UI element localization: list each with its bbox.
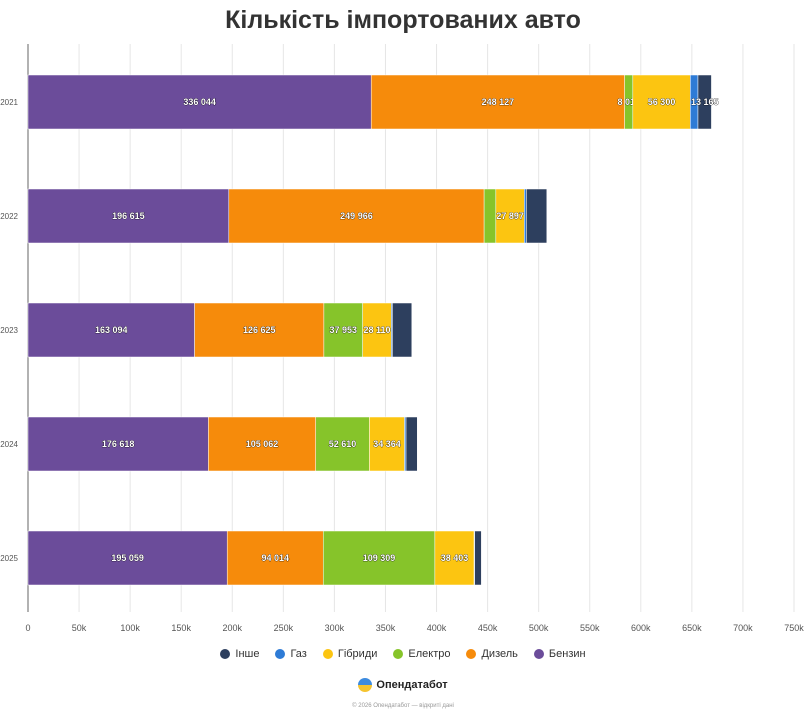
bar-segment xyxy=(27,302,195,358)
legend-label: Гібриди xyxy=(337,648,378,660)
chart-title: Кількість імпортованих авто xyxy=(225,6,581,34)
x-tick-label: 50k xyxy=(72,623,87,633)
bar-segment xyxy=(495,188,525,244)
bar-segment xyxy=(526,188,548,244)
category-label: 2023 xyxy=(0,326,18,335)
x-tick-label: 200k xyxy=(223,623,243,633)
data-label: 126 625 xyxy=(243,325,276,335)
data-label: 38 403 xyxy=(441,553,469,563)
data-label: 8 017 xyxy=(617,97,640,107)
legend-dot-icon xyxy=(533,649,544,659)
x-tick-label: 0 xyxy=(25,623,30,633)
legend-item[interactable]: Дизель xyxy=(466,648,518,660)
legend-item[interactable]: Інше xyxy=(220,648,259,660)
bar-segment xyxy=(315,416,370,472)
data-label: 109 309 xyxy=(363,553,396,563)
x-tick-label: 650k xyxy=(682,623,702,633)
data-label: 13 165 xyxy=(691,97,719,107)
legend-dot-icon xyxy=(275,649,286,659)
data-label: 56 300 xyxy=(648,97,676,107)
brand-name: Опендатабот xyxy=(376,679,448,691)
bar-segment xyxy=(524,188,527,244)
bar-segment xyxy=(208,416,316,472)
data-label: 37 953 xyxy=(330,325,358,335)
opendatabot-logo-icon xyxy=(358,678,373,692)
bar-segment xyxy=(434,530,475,586)
legend-item[interactable]: Газ xyxy=(275,648,307,660)
bar-segment xyxy=(405,416,418,472)
x-tick-label: 400k xyxy=(427,623,447,633)
legend-item[interactable]: Електро xyxy=(393,648,450,660)
legend-item[interactable]: Гібриди xyxy=(322,648,378,660)
x-tick-label: 150k xyxy=(171,623,191,633)
bar-segment xyxy=(226,530,324,586)
legend-dot-icon xyxy=(322,649,333,659)
footnote: © 2026 Опендатабот — відкриті дані xyxy=(352,703,454,709)
data-label: 196 615 xyxy=(112,211,145,221)
bar-segment xyxy=(392,302,413,358)
x-tick-label: 100k xyxy=(120,623,140,633)
bar-segment xyxy=(474,530,482,586)
x-tick-label: 750k xyxy=(784,623,804,633)
brand-logo-block: Опендатабот xyxy=(0,678,806,692)
legend-dot-icon xyxy=(393,649,404,659)
x-tick-label: 700k xyxy=(733,623,753,633)
category-label: 2022 xyxy=(0,212,18,221)
bar-segment xyxy=(370,74,625,130)
bar-segment xyxy=(632,74,691,130)
legend-label: Бензин xyxy=(548,648,586,660)
bar-segment xyxy=(362,302,392,358)
data-label: 249 966 xyxy=(340,211,373,221)
category-label: 2021 xyxy=(0,98,18,107)
bar-segment xyxy=(323,302,363,358)
legend-label: Дизель xyxy=(481,648,518,660)
legend-label: Газ xyxy=(290,648,307,660)
x-tick-label: 450k xyxy=(478,623,498,633)
legend-dot-icon xyxy=(220,649,231,659)
bar-segment xyxy=(697,74,712,130)
legend-label: Інше xyxy=(235,648,260,660)
data-label: 52 610 xyxy=(329,439,357,449)
x-tick-label: 300k xyxy=(325,623,345,633)
x-tick-label: 250k xyxy=(274,623,294,633)
data-label: 34 364 xyxy=(373,439,401,449)
data-label: 336 044 xyxy=(183,97,216,107)
legend-label: Електро xyxy=(408,648,451,660)
bar-segment xyxy=(27,530,228,586)
x-tick-label: 600k xyxy=(631,623,651,633)
bar-segment xyxy=(27,188,230,244)
data-label: 27 897 xyxy=(496,211,524,221)
category-label: 2024 xyxy=(0,440,18,449)
bar-segment xyxy=(194,302,325,358)
data-label: 176 618 xyxy=(102,439,135,449)
legend-dot-icon xyxy=(466,649,477,659)
data-label: 195 059 xyxy=(111,553,144,563)
x-tick-label: 350k xyxy=(376,623,396,633)
x-tick-label: 550k xyxy=(580,623,600,633)
data-label: 105 062 xyxy=(246,439,279,449)
bar-segment xyxy=(483,188,497,244)
data-label: 94 014 xyxy=(261,553,289,563)
data-label: 248 127 xyxy=(482,97,515,107)
bar-segment xyxy=(27,74,372,130)
x-tick-label: 500k xyxy=(529,623,549,633)
category-label: 2025 xyxy=(0,554,18,563)
data-label: 163 094 xyxy=(95,325,128,335)
legend-item[interactable]: Бензин xyxy=(533,648,586,660)
chart-legend: Інше Газ Гібриди Електро Дизель Бензин xyxy=(0,648,806,660)
bar-segment xyxy=(322,530,436,586)
data-label: 28 110 xyxy=(364,325,391,335)
